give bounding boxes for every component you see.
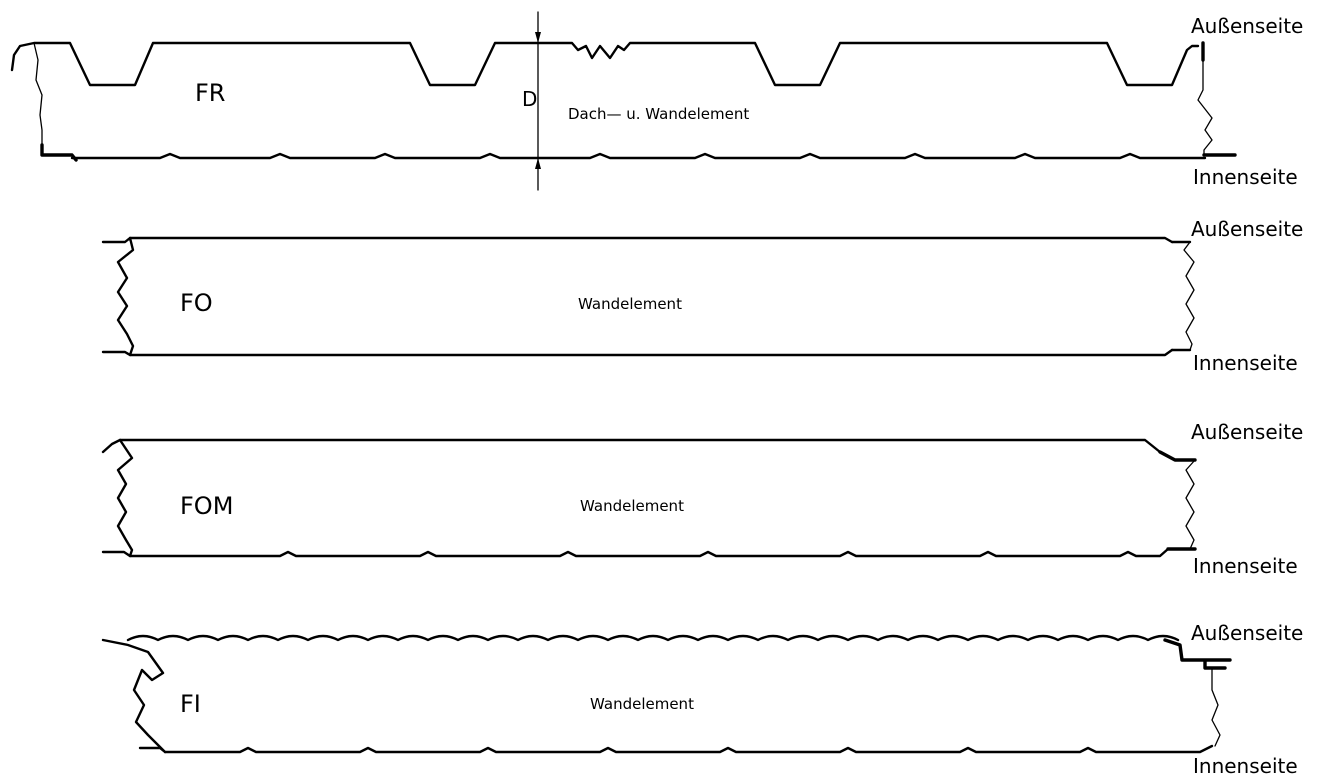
dimension-arrow-top (535, 32, 541, 43)
panel-description: Wandelement (580, 497, 684, 515)
fi-right-edge (1211, 667, 1221, 747)
fi-outer-skin (126, 634, 1180, 642)
inner-side-label: Innenseite (1193, 165, 1298, 189)
panel-fom: FOM Wandelement Außenseite Innenseite (101, 420, 1303, 578)
outer-side-label: Außenseite (1191, 420, 1303, 444)
fom-right-edge (1185, 459, 1196, 550)
outer-side-label: Außenseite (1191, 621, 1303, 645)
outer-side-label: Außenseite (1191, 217, 1303, 241)
panel-code: FR (195, 79, 225, 107)
fo-right-edge (1183, 241, 1195, 351)
fo-left-tongue (101, 236, 135, 357)
panel-fr: D FR Dach— u. Wandelement Außenseite Inn… (10, 11, 1303, 191)
panel-description: Dach— u. Wandelement (568, 105, 749, 123)
fom-left-tongue (101, 438, 134, 558)
fo-outer-skin (128, 236, 1174, 244)
panel-description: Wandelement (578, 295, 682, 313)
fo-inner-skin (128, 348, 1174, 357)
fi-inner-skin (163, 744, 1214, 754)
panel-fo: FO Wandelement Außenseite Innenseite (101, 217, 1303, 375)
panel-code: FOM (180, 492, 233, 520)
dimension-arrow-bottom (535, 158, 541, 169)
fo-right-groove (1170, 240, 1192, 352)
inner-side-label: Innenseite (1193, 554, 1298, 578)
fr-left-edge (33, 42, 43, 146)
fr-right-edge (1197, 59, 1213, 156)
fr-outer-skin (10, 41, 1200, 87)
panel-code: FO (180, 289, 213, 317)
outer-side-label: Außenseite (1191, 14, 1303, 38)
fi-right-groove (1163, 638, 1232, 670)
panel-code: FI (180, 690, 201, 718)
fom-inner-skin (128, 547, 1170, 558)
panel-fi: FI Wandelement Außenseite Innenseite (101, 621, 1303, 776)
fom-outer-skin (118, 438, 1162, 454)
panel-description: Wandelement (590, 695, 694, 713)
dimension-label: D (522, 87, 537, 111)
inner-side-label: Innenseite (1193, 754, 1298, 776)
inner-side-label: Innenseite (1193, 351, 1298, 375)
fr-inner-skin (70, 152, 1207, 160)
fi-left-tongue (101, 638, 167, 754)
